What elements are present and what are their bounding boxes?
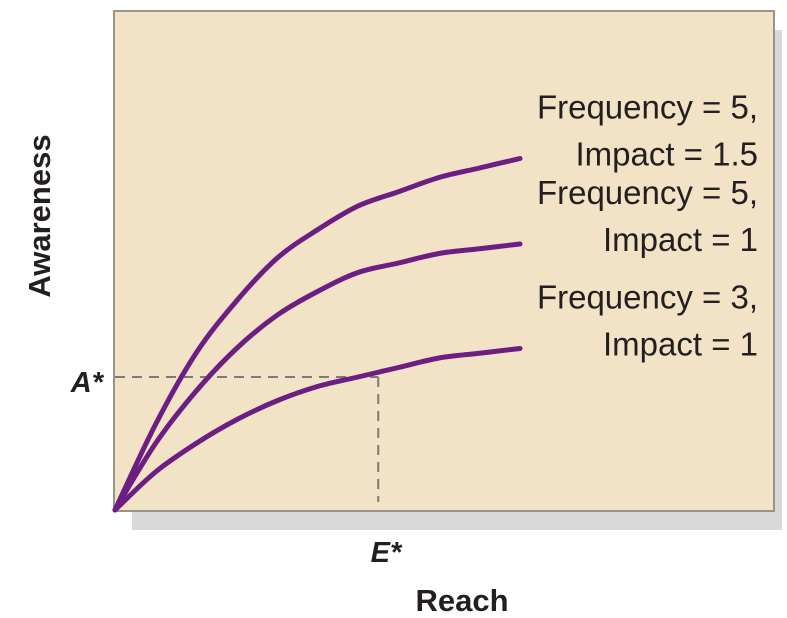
a-star-label: A* [70, 367, 105, 399]
curve-1-label-line-2: Impact = 1.5 [575, 136, 758, 173]
curve-1-label-line-1: Frequency = 5, [537, 89, 758, 126]
curve-1 [112, 156, 523, 513]
e-star-label: E* [371, 537, 403, 569]
curve-2-label-line-1: Frequency = 5, [537, 174, 758, 211]
x-axis-title: Reach [415, 583, 508, 618]
curve-2-label-line-2: Impact = 1 [603, 221, 758, 258]
plot-panel [113, 10, 775, 512]
curve-3-label-line-2: Impact = 1 [603, 326, 758, 363]
curve-3-label: Frequency = 3, Impact = 1 [537, 279, 758, 363]
y-axis-title: Awareness [22, 134, 57, 297]
curve-1-label: Frequency = 5, Impact = 1.5 [537, 89, 758, 173]
curve-3 [112, 346, 523, 513]
curves-group [112, 156, 523, 513]
curve-3-label-line-1: Frequency = 3, [537, 279, 758, 316]
curve-2 [112, 241, 523, 513]
curve-2-label: Frequency = 5, Impact = 1 [537, 174, 758, 258]
